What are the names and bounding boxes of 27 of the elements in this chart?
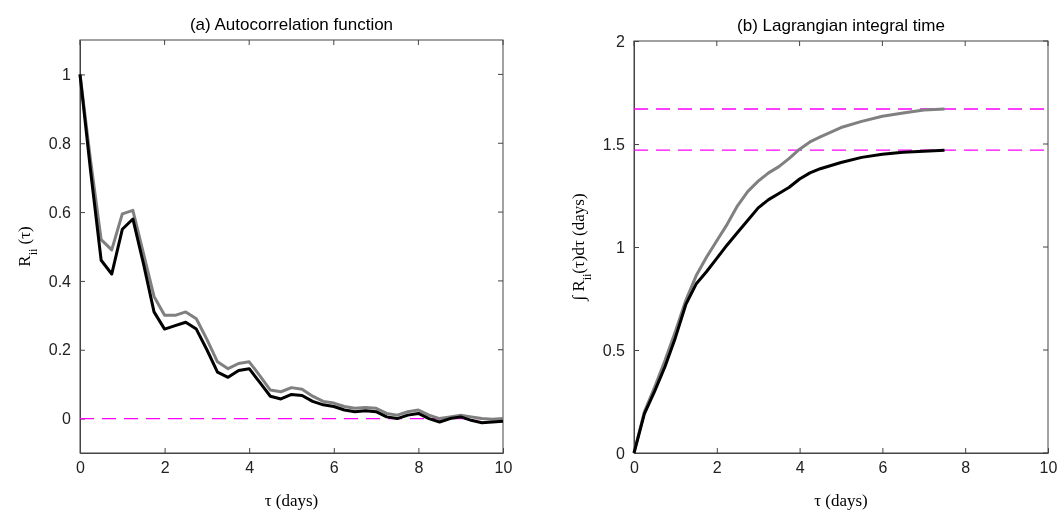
x-tick-label: 6	[329, 459, 339, 477]
y-tick-label: 0.6	[48, 203, 72, 221]
x-tick-label: 4	[245, 459, 255, 477]
y-tick-label: 0.2	[48, 341, 72, 359]
y-tick-label: 1.5	[602, 135, 626, 153]
x-axis-title: τ (days)	[814, 491, 868, 510]
y-tick-label: 0.4	[48, 272, 72, 290]
x-tick-label: 0	[76, 459, 86, 477]
x-tick-label: 8	[414, 459, 424, 477]
x-axis-title: τ (days)	[264, 491, 319, 510]
y-tick-label: 0.5	[602, 341, 626, 359]
x-tick-label: 4	[795, 459, 805, 477]
x-tick-label: 2	[712, 459, 722, 477]
y-tick-label: 1	[62, 66, 72, 84]
x-tick-label: 2	[160, 459, 170, 477]
chart-title: (a) Autocorrelation function	[189, 15, 394, 34]
x-tick-label: 0	[630, 459, 640, 477]
y-tick-label: 2	[616, 32, 626, 50]
x-tick-label: 6	[878, 459, 888, 477]
y-tick-label: 0	[62, 410, 72, 428]
x-tick-label: 10	[1039, 459, 1058, 477]
x-tick-label: 10	[494, 459, 513, 477]
y-tick-label: 0.8	[48, 134, 72, 152]
y-tick-label: 0	[616, 444, 626, 462]
chart-title: (b) Lagrangian integral time	[737, 16, 945, 35]
y-tick-label: 1	[616, 238, 626, 256]
x-tick-label: 8	[961, 459, 971, 477]
